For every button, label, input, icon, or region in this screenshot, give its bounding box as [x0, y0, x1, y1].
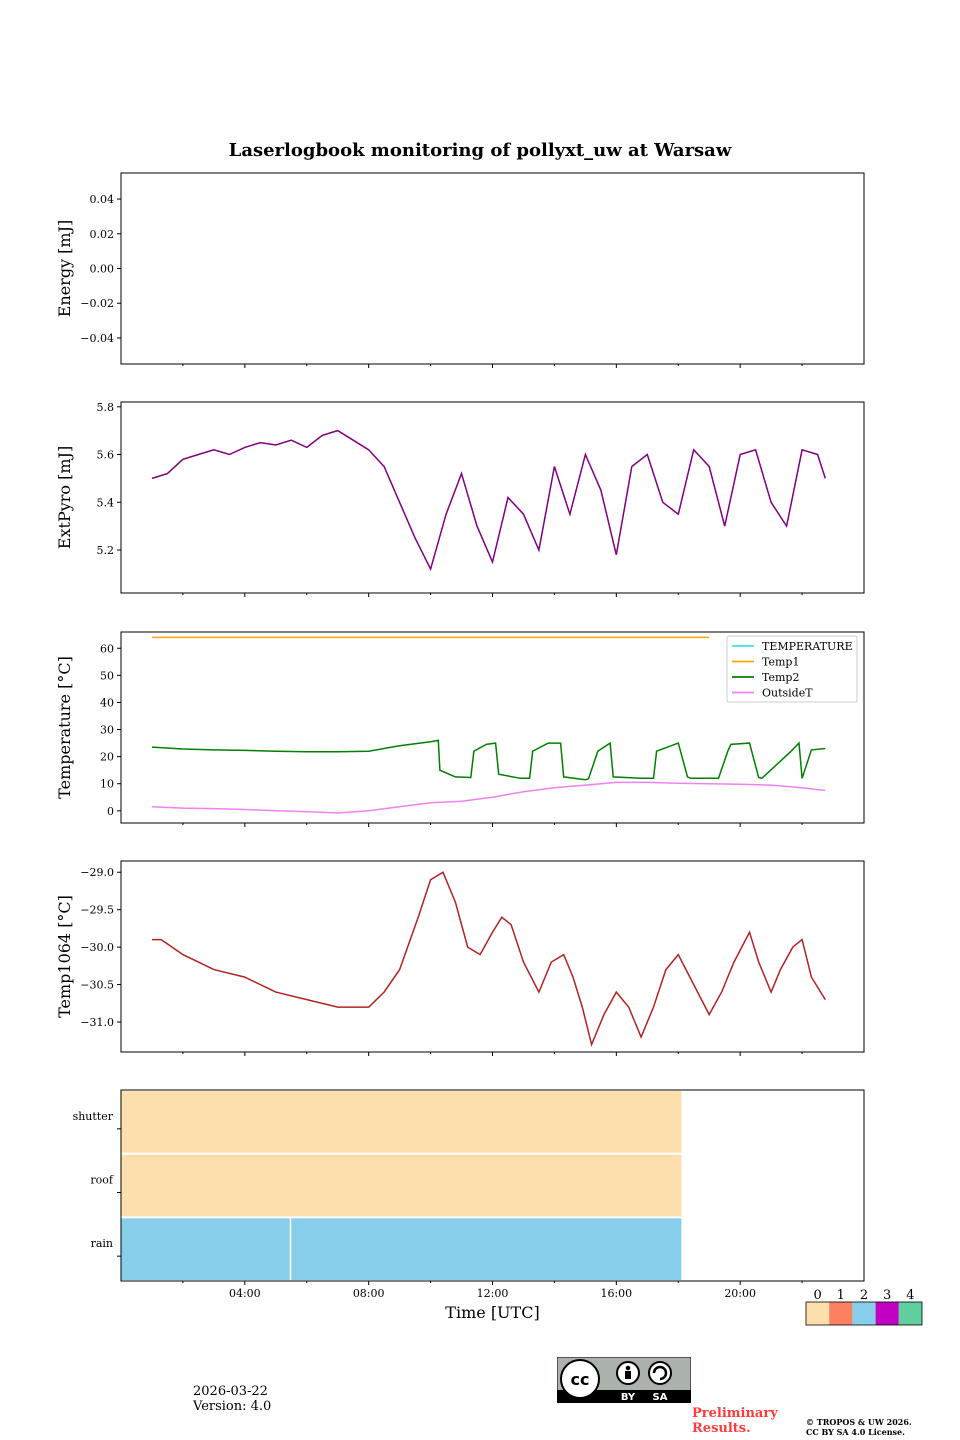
colorbar-swatch — [806, 1302, 830, 1325]
status-row-label: rain — [91, 1237, 113, 1250]
axes-frame-2 — [120, 401, 865, 594]
y-tick-label: 10 — [100, 778, 114, 791]
y-tick-label: 30 — [100, 724, 114, 737]
colorbar-label: 2 — [860, 1288, 868, 1303]
figure-title: Laserlogbook monitoring of pollyxt_uw at… — [228, 140, 732, 161]
axes-frame-1 — [120, 172, 865, 365]
plot-area-2 — [121, 402, 864, 593]
preliminary-note: Preliminary Results. — [692, 1406, 778, 1436]
series-line-temp2 — [151, 739, 826, 781]
status-cell-rain — [121, 1218, 290, 1280]
y-tick-label: 0.02 — [90, 228, 115, 241]
y-tick-label: 0 — [107, 805, 114, 818]
y-tick-label: 5.2 — [97, 544, 115, 557]
colorbar-label: 0 — [813, 1288, 821, 1303]
x-tick-label: 20:00 — [724, 1287, 756, 1300]
y-axis-label: Temp1064 [°C] — [55, 895, 74, 1018]
cc-icon — [560, 1359, 600, 1399]
y-tick-label: −30.0 — [80, 941, 114, 954]
axes-frame-5 — [120, 1089, 865, 1282]
colorbar-swatch — [875, 1302, 899, 1325]
legend-label: Temp2 — [762, 671, 799, 684]
cc-license-badge: cc BY SA — [557, 1357, 691, 1403]
badge-by-label: BY — [621, 1392, 636, 1403]
y-axis-label: Temperature [°C] — [55, 656, 74, 799]
status-cell-shutter — [121, 1091, 682, 1153]
x-tick-label: 12:00 — [477, 1287, 509, 1300]
svg-text:cc: cc — [571, 1370, 590, 1389]
y-tick-label: 5.4 — [97, 496, 115, 509]
colorbar-swatch — [898, 1302, 922, 1325]
preliminary-line2: Results. — [692, 1421, 751, 1436]
x-tick-label: 04:00 — [229, 1287, 261, 1300]
copyright-line2: CC BY SA 4.0 License. — [806, 1427, 905, 1437]
status-row-label: shutter — [73, 1110, 114, 1123]
y-tick-label: 60 — [100, 642, 114, 655]
y-tick-label: 5.8 — [97, 401, 115, 414]
y-tick-label: 0.00 — [90, 263, 115, 276]
y-tick-label: 50 — [100, 669, 114, 682]
y-tick-label: −30.5 — [80, 979, 114, 992]
footer-info: 2026-03-22 Version: 4.0 — [193, 1384, 271, 1414]
axes-frame-4 — [120, 860, 865, 1053]
legend-label: Temp1 — [762, 656, 799, 669]
colorbar-label: 3 — [883, 1288, 891, 1303]
legend-label: OutsideT — [762, 687, 813, 700]
x-axis-label: Time [UTC] — [445, 1303, 539, 1322]
series-line-outsidet — [151, 781, 826, 814]
legend-box — [726, 635, 858, 703]
axes-frame-3 — [120, 631, 865, 824]
y-axis-label: ExtPyro [mJ] — [55, 446, 74, 549]
series-line-temp1064 — [152, 871, 826, 1047]
colorbar-label: 1 — [837, 1288, 845, 1303]
status-cell-rain — [291, 1218, 682, 1280]
y-tick-label: 0.04 — [90, 193, 115, 206]
y-tick-label: 40 — [100, 696, 114, 709]
y-tick-label: 20 — [100, 751, 114, 764]
copyright-line1: © TROPOS & UW 2026. — [806, 1417, 912, 1427]
y-tick-label: −29.0 — [80, 866, 114, 879]
colorbar-swatch — [852, 1302, 876, 1325]
plot-area-4 — [121, 861, 864, 1052]
colorbar-label: 4 — [906, 1288, 914, 1303]
colorbar-swatch — [829, 1302, 853, 1325]
y-tick-label: −0.04 — [80, 332, 114, 345]
y-tick-label: −31.0 — [80, 1016, 114, 1029]
status-row-label: roof — [90, 1174, 114, 1187]
y-tick-label: −29.5 — [80, 904, 114, 917]
share-alike-icon — [648, 1361, 672, 1385]
y-axis-label: Energy [mJ] — [55, 220, 74, 318]
x-tick-label: 08:00 — [353, 1287, 385, 1300]
colorbar-frame — [805, 1301, 923, 1326]
series-line-extpyro — [151, 429, 827, 572]
plot-area-1 — [121, 173, 864, 364]
footer-version: Version: 4.0 — [193, 1399, 272, 1414]
copyright-note: © TROPOS & UW 2026. CC BY SA 4.0 License… — [806, 1417, 912, 1437]
x-tick-label: 16:00 — [600, 1287, 632, 1300]
preliminary-line1: Preliminary — [692, 1406, 778, 1421]
badge-sa-label: SA — [653, 1392, 668, 1403]
y-tick-label: 5.6 — [97, 449, 115, 462]
legend-label: TEMPERATURE — [762, 640, 853, 653]
status-cell-roof — [121, 1154, 682, 1217]
y-tick-label: −0.02 — [80, 297, 114, 310]
footer-date: 2026-03-22 — [193, 1384, 268, 1399]
